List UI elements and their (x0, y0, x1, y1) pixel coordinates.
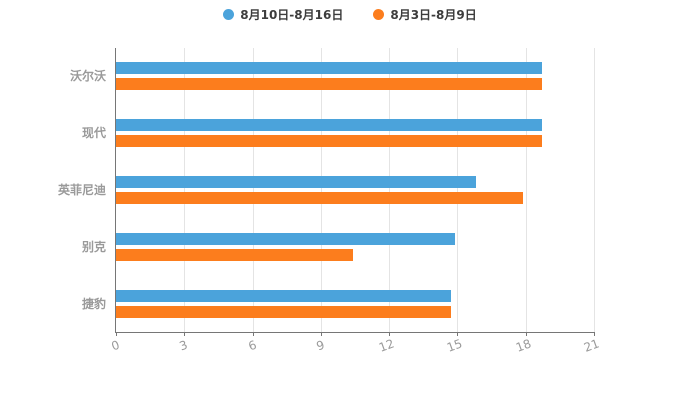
bar-series2[interactable] (116, 78, 542, 91)
gridline (525, 48, 527, 332)
y-axis-category-label: 英菲尼迪 (57, 183, 106, 197)
x-axis-tick-label: 18 (513, 336, 533, 355)
plot-area (115, 48, 595, 336)
y-axis-category-label: 别克 (81, 239, 106, 254)
legend-marker-blue-icon (223, 9, 235, 20)
legend-item-series2[interactable]: 8月3日-8月9日 (373, 6, 477, 23)
gridline (252, 48, 254, 332)
y-axis-category-label: 现代 (81, 126, 106, 141)
x-axis-tick (457, 332, 459, 336)
bar-series1[interactable] (116, 176, 476, 188)
bar-series1[interactable] (116, 232, 456, 245)
bar-series1[interactable] (116, 289, 451, 302)
x-axis-tick (320, 332, 322, 336)
x-axis-tick-label: 0 (109, 337, 122, 354)
bar-series2[interactable] (116, 192, 524, 204)
x-axis-tick (184, 332, 186, 336)
x-axis-tick-label: 3 (177, 337, 190, 354)
y-axis-category-label: 沃尔沃 (69, 69, 106, 84)
bar-series2[interactable] (116, 135, 542, 148)
x-axis-tick (389, 332, 391, 336)
legend-label-series2: 8月3日-8月9日 (390, 8, 477, 22)
gridline (389, 48, 391, 332)
bar-series1[interactable] (116, 119, 542, 132)
gridline (184, 48, 186, 332)
bar-series1[interactable] (116, 62, 542, 75)
x-axis-tick-label: 9 (314, 337, 327, 354)
gridline (320, 48, 322, 332)
bar-series2[interactable] (116, 305, 451, 318)
gridline (594, 48, 595, 332)
gridline (457, 48, 459, 332)
legend: 8月10日-8月16日 8月3日-8月9日 (0, 6, 700, 23)
x-axis-tick-label: 6 (246, 337, 259, 354)
x-axis-tick-label: 21 (581, 336, 602, 355)
legend-item-series1[interactable]: 8月10日-8月16日 (223, 6, 343, 23)
x-axis-tick (525, 332, 527, 336)
bar-series2[interactable] (116, 248, 353, 261)
legend-label-series1: 8月10日-8月16日 (240, 8, 344, 22)
x-axis-tick (116, 332, 117, 336)
x-axis-tick (594, 332, 595, 336)
x-axis-tick-label: 12 (377, 336, 397, 355)
x-axis-tick-label: 15 (445, 336, 465, 355)
x-axis-tick (252, 332, 254, 336)
y-axis-category-label: 捷豹 (81, 296, 106, 311)
legend-marker-orange-icon (373, 9, 385, 20)
